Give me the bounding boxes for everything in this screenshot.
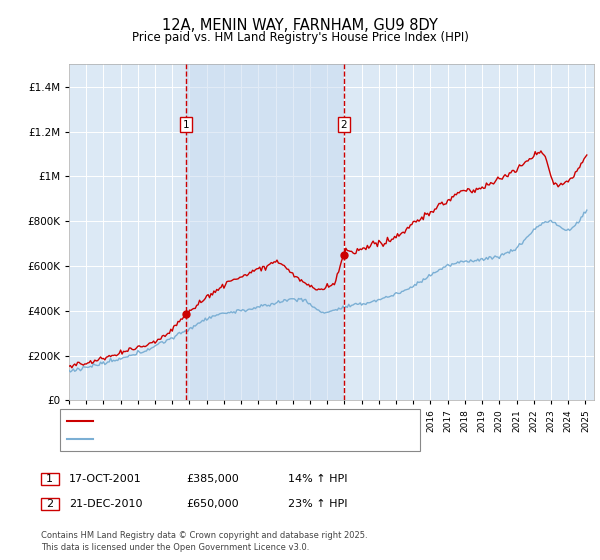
Text: £650,000: £650,000 <box>186 499 239 509</box>
Text: 12A, MENIN WAY, FARNHAM, GU9 8DY (detached house): 12A, MENIN WAY, FARNHAM, GU9 8DY (detach… <box>98 417 378 426</box>
Text: 1: 1 <box>46 474 53 484</box>
Text: 17-OCT-2001: 17-OCT-2001 <box>69 474 142 484</box>
Text: 23% ↑ HPI: 23% ↑ HPI <box>288 499 347 509</box>
Text: 21-DEC-2010: 21-DEC-2010 <box>69 499 143 509</box>
Text: 2: 2 <box>340 120 347 130</box>
Bar <box>186 64 344 400</box>
Text: HPI: Average price, detached house, Waverley: HPI: Average price, detached house, Wave… <box>98 434 329 444</box>
Text: Contains HM Land Registry data © Crown copyright and database right 2025.
This d: Contains HM Land Registry data © Crown c… <box>41 531 367 552</box>
Text: Price paid vs. HM Land Registry's House Price Index (HPI): Price paid vs. HM Land Registry's House … <box>131 31 469 44</box>
Text: 1: 1 <box>182 120 189 130</box>
Text: 12A, MENIN WAY, FARNHAM, GU9 8DY: 12A, MENIN WAY, FARNHAM, GU9 8DY <box>162 18 438 33</box>
Text: 14% ↑ HPI: 14% ↑ HPI <box>288 474 347 484</box>
Text: 2: 2 <box>46 499 53 509</box>
Text: £385,000: £385,000 <box>186 474 239 484</box>
